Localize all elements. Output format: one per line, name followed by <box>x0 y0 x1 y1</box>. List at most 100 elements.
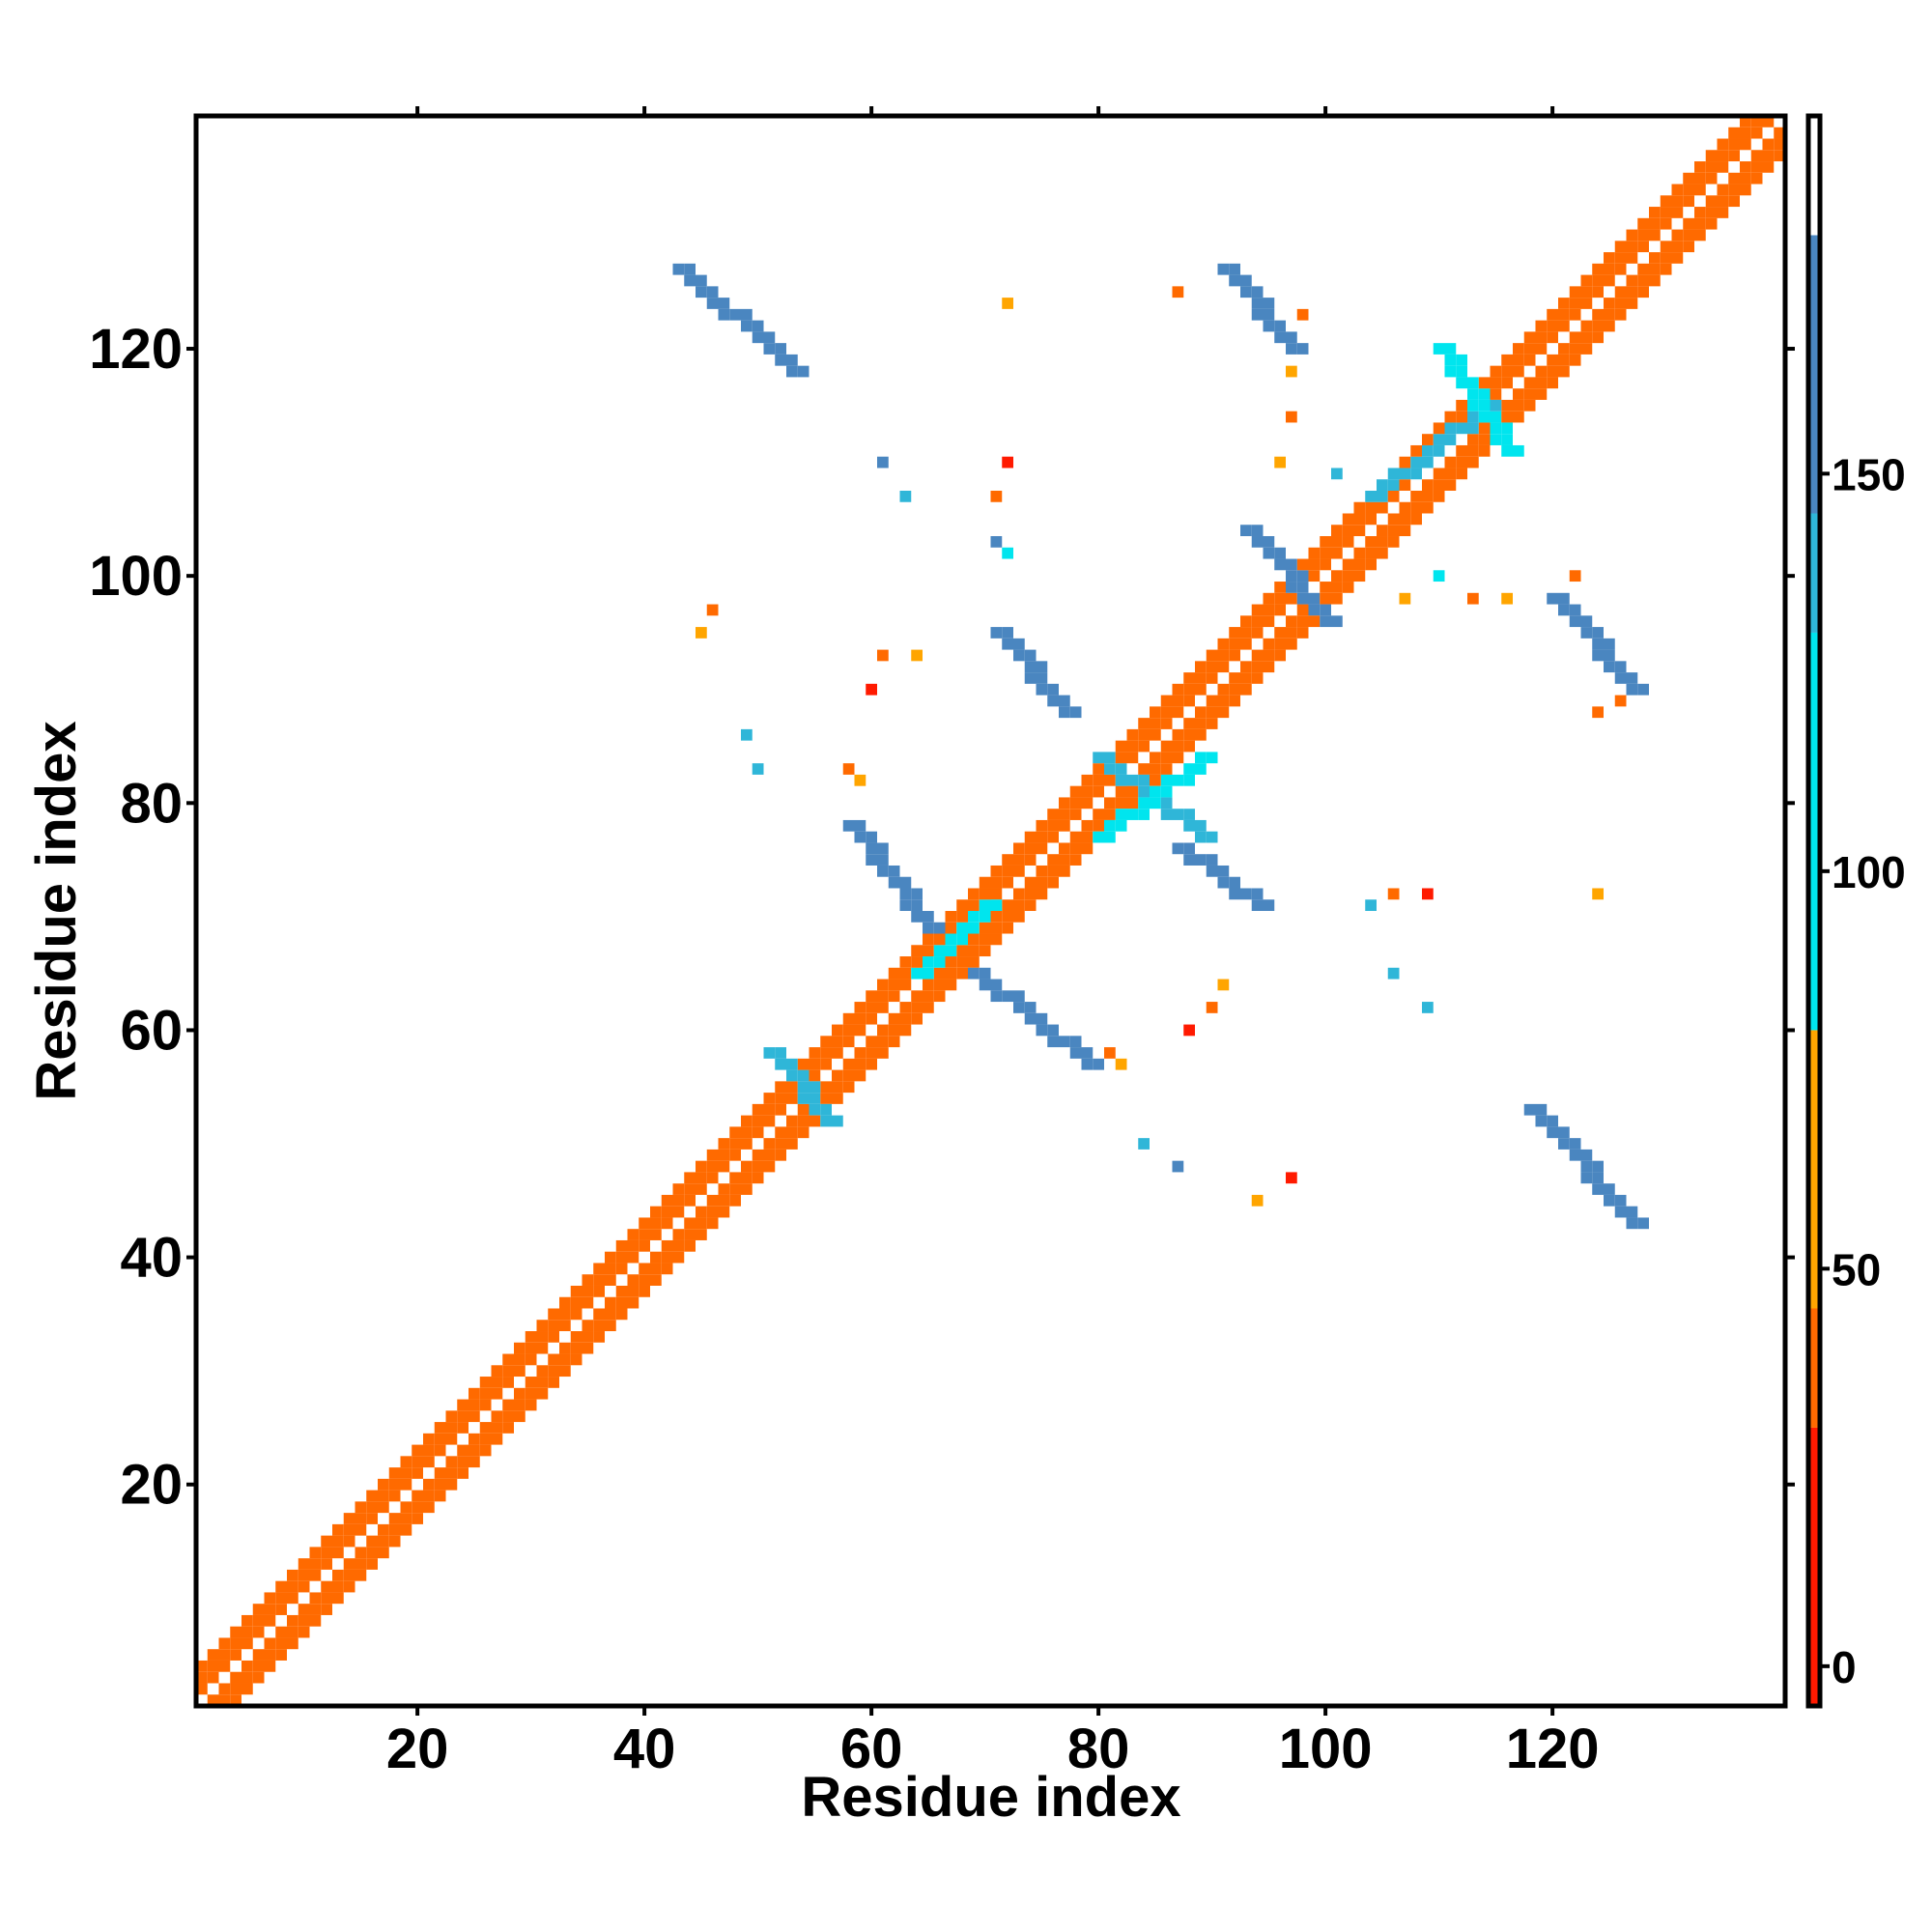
heatmap-cell <box>729 1138 741 1150</box>
heatmap-cell <box>1717 138 1729 151</box>
heatmap-cell <box>1637 263 1649 275</box>
heatmap-cell <box>1093 774 1104 786</box>
heatmap-cell <box>968 933 980 946</box>
heatmap-cell <box>650 1229 662 1240</box>
heatmap-cell <box>1274 558 1286 571</box>
heatmap-cell <box>786 1093 798 1104</box>
heatmap-cell <box>536 1331 549 1343</box>
heatmap-cell <box>775 354 786 366</box>
heatmap-cell <box>1047 1024 1059 1037</box>
colorbar: 0 50 100 150 <box>1805 113 1906 1709</box>
heatmap-cell <box>1104 763 1116 775</box>
heatmap-cell <box>1036 831 1048 843</box>
heatmap-cell <box>1172 683 1184 696</box>
heatmap-cell <box>1547 1115 1558 1127</box>
heatmap-cell <box>1728 195 1740 208</box>
heatmap-cell <box>650 1217 662 1230</box>
heatmap-cell <box>1399 468 1411 480</box>
heatmap-cell <box>1059 706 1070 719</box>
heatmap-cell <box>1523 399 1536 412</box>
heatmap-cell <box>1251 888 1264 900</box>
heatmap-cell <box>696 286 707 298</box>
heatmap-cell <box>412 1490 423 1502</box>
heatmap-cell <box>366 1547 378 1559</box>
heatmap-cell <box>1592 888 1604 900</box>
heatmap-cell <box>639 1217 650 1230</box>
heatmap-cell <box>1069 809 1082 820</box>
heatmap-cell <box>684 1172 696 1184</box>
heatmap-cell <box>1059 695 1070 707</box>
heatmap-cell <box>956 956 968 968</box>
heatmap-cell <box>899 1024 912 1037</box>
heatmap-cell <box>1580 274 1593 287</box>
heatmap-cell <box>661 1263 673 1275</box>
heatmap-cell <box>321 1535 332 1548</box>
heatmap-cell <box>548 1308 559 1321</box>
heatmap-cell <box>1172 1160 1184 1173</box>
heatmap-cell <box>230 1626 242 1638</box>
heatmap-cell <box>650 1274 662 1286</box>
heatmap-cell <box>1558 320 1570 332</box>
heatmap-cell <box>979 933 991 946</box>
heatmap-cell <box>1138 740 1150 753</box>
heatmap-cell <box>741 728 753 741</box>
heatmap-cell <box>536 1377 549 1388</box>
heatmap-cell <box>1206 718 1218 729</box>
heatmap-cell <box>1331 536 1343 548</box>
heatmap-cell <box>1331 592 1343 605</box>
heatmap-cell <box>786 354 798 366</box>
heatmap-cell <box>491 1365 503 1378</box>
heatmap-cell <box>1444 456 1457 469</box>
heatmap-cell <box>1013 842 1025 855</box>
heatmap-cell <box>445 1410 458 1423</box>
heatmap-cell <box>1217 706 1230 719</box>
heatmap-cell <box>1626 298 1638 309</box>
heatmap-cell <box>1160 740 1173 753</box>
heatmap-cell <box>1456 399 1467 412</box>
heatmap-cell <box>615 1296 628 1309</box>
heatmap-cell <box>718 1138 730 1150</box>
heatmap-cell <box>1774 150 1785 162</box>
heatmap-cell <box>741 1126 753 1139</box>
heatmap-cell <box>309 1547 322 1559</box>
heatmap-cell <box>899 1012 912 1025</box>
heatmap-cell <box>1569 1149 1581 1161</box>
heatmap-cell <box>343 1535 355 1548</box>
heatmap-cell <box>696 1217 707 1230</box>
heatmap-cell <box>1660 207 1672 218</box>
heatmap-cell <box>570 1285 582 1297</box>
heatmap-cell <box>252 1660 265 1672</box>
heatmap-cell <box>1308 615 1321 628</box>
heatmap-cell <box>1728 172 1740 185</box>
heatmap-cell <box>1467 592 1479 605</box>
heatmap-cell <box>1195 683 1207 696</box>
heatmap-cell <box>559 1365 571 1378</box>
heatmap-cell <box>275 1604 287 1615</box>
heatmap-cell <box>786 1126 798 1139</box>
heatmap-cell <box>1683 217 1694 230</box>
heatmap-cell <box>923 979 934 991</box>
x-tick-label: 60 <box>840 1718 903 1780</box>
heatmap-cell <box>1229 263 1240 275</box>
heatmap-cell <box>1183 683 1195 696</box>
heatmap-cell <box>298 1614 310 1627</box>
heatmap-cell <box>1024 854 1037 866</box>
heatmap-cell <box>1331 547 1343 559</box>
heatmap-cell <box>1286 411 1297 423</box>
heatmap-cell <box>1263 661 1275 673</box>
heatmap-cell <box>1217 661 1230 673</box>
heatmap-cell <box>1251 627 1264 639</box>
heatmap-cell <box>1558 298 1570 309</box>
heatmap-cell <box>945 979 957 991</box>
heatmap-cell <box>741 1172 753 1184</box>
heatmap-cell <box>1399 456 1411 469</box>
heatmap-cell <box>1637 217 1649 230</box>
heatmap-cells <box>196 116 1785 1706</box>
heatmap-cell <box>1365 536 1377 548</box>
heatmap-cell <box>1036 683 1048 696</box>
heatmap-cell <box>287 1637 298 1650</box>
heatmap-cell <box>672 1183 685 1195</box>
heatmap-cell <box>1467 411 1479 423</box>
heatmap-cell <box>321 1604 332 1615</box>
heatmap-cell <box>1206 1002 1218 1013</box>
